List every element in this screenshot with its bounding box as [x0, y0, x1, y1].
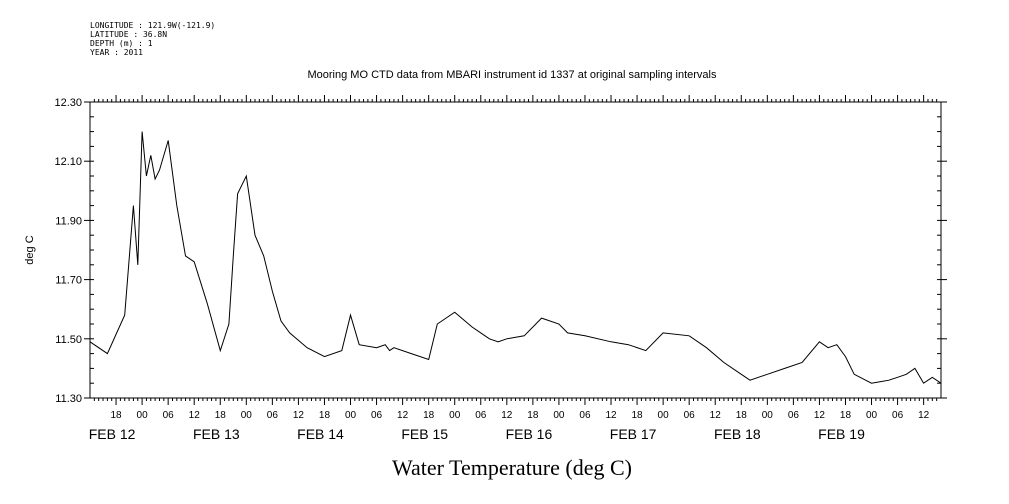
y-tick-label: 11.50 — [55, 334, 82, 346]
x-day-label: FEB 14 — [297, 426, 344, 442]
x-hour-label: 18 — [319, 410, 331, 421]
x-day-label: FEB 17 — [610, 426, 657, 442]
y-tick-label: 11.90 — [55, 215, 82, 227]
temperature-series-line — [89, 131, 942, 384]
chart-title: Mooring MO CTD data from MBARI instrumen… — [308, 69, 717, 81]
y-tick-label: 12.10 — [54, 156, 82, 168]
x-hour-label: 00 — [762, 410, 774, 421]
x-hour-label: 18 — [423, 410, 435, 421]
x-day-label: FEB 19 — [818, 426, 865, 442]
x-hour-label: 00 — [345, 410, 357, 421]
y-tick-label: 11.70 — [55, 275, 82, 287]
x-day-label: FEB 13 — [193, 426, 240, 442]
x-hour-label: 12 — [918, 410, 930, 421]
x-hour-label: 00 — [658, 410, 670, 421]
x-hour-label: 12 — [501, 410, 513, 421]
y-axis-label: deg C — [24, 235, 36, 264]
x-hour-label: 06 — [788, 410, 800, 421]
x-hour-label: 00 — [137, 410, 149, 421]
x-hour-label: 18 — [215, 410, 227, 421]
x-hour-label: 06 — [267, 410, 279, 421]
x-hour-label: 06 — [163, 410, 175, 421]
x-hour-label: 18 — [736, 410, 748, 421]
x-hour-label: 12 — [710, 410, 722, 421]
x-axis-label: Water Temperature (deg C) — [392, 455, 632, 480]
year-label: YEAR : 2011 — [90, 48, 143, 57]
x-hour-label: 18 — [527, 410, 539, 421]
x-hour-label: 12 — [814, 410, 826, 421]
x-hour-label: 18 — [840, 410, 852, 421]
x-hour-label: 00 — [449, 410, 461, 421]
y-tick-label: 11.30 — [55, 393, 82, 405]
x-hour-label: 00 — [553, 410, 565, 421]
axes-group: 11.30 11.50 11.70 11.90 12.10 12.30 18 00 06 12 18… — [54, 95, 947, 442]
x-hour-label: 06 — [475, 410, 487, 421]
latitude-label: LATITUDE : 36.8N — [90, 30, 168, 39]
plot-frame — [89, 101, 942, 399]
x-day-label: FEB 16 — [506, 426, 553, 442]
x-day-label: FEB 18 — [714, 426, 761, 442]
depth-label: DEPTH (m) : 1 — [90, 39, 153, 48]
x-day-label: FEB 12 — [89, 426, 136, 442]
x-hour-label: 12 — [397, 410, 409, 421]
x-day-label: FEB 15 — [401, 426, 448, 442]
y-tick-label: 12.30 — [54, 97, 82, 109]
x-hour-label: 06 — [371, 410, 383, 421]
x-hour-label: 12 — [293, 410, 305, 421]
x-hour-label: 12 — [605, 410, 617, 421]
x-hour-label: 06 — [684, 410, 696, 421]
x-hour-label: 00 — [241, 410, 253, 421]
longitude-label: LONGITUDE : 121.9W(-121.9) — [90, 21, 216, 30]
x-hour-label: 18 — [632, 410, 644, 421]
x-hour-label: 00 — [866, 410, 878, 421]
series-group — [89, 131, 942, 384]
x-hour-label: 18 — [110, 410, 122, 421]
x-hour-label: 06 — [579, 410, 591, 421]
x-hour-label: 12 — [189, 410, 201, 421]
x-hour-label: 06 — [892, 410, 904, 421]
